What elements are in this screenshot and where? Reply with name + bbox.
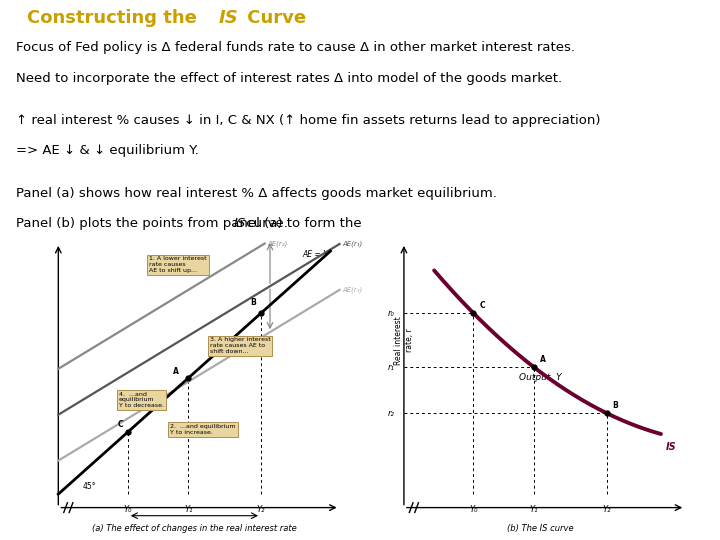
Text: Panel (b) plots the points from panel (a) to form the: Panel (b) plots the points from panel (a… <box>16 218 366 231</box>
Text: Panel (a) shows how real interest % Δ affects goods market equilibrium.: Panel (a) shows how real interest % Δ af… <box>16 187 497 200</box>
Text: 4.  ...and
equilibrium
Y to decrease.: 4. ...and equilibrium Y to decrease. <box>119 392 163 408</box>
Text: (b) The IS curve: (b) The IS curve <box>507 524 573 533</box>
Text: B: B <box>251 298 256 307</box>
Text: ↑ real interest % causes ↓ in I, C & NX (↑ home fin assets returns lead to appre: ↑ real interest % causes ↓ in I, C & NX … <box>16 114 600 127</box>
Text: curve.: curve. <box>242 218 287 231</box>
Text: A: A <box>540 355 546 364</box>
Text: Output, Y: Output, Y <box>518 373 562 382</box>
Text: Real interest
rate, r: Real interest rate, r <box>395 316 413 364</box>
Text: 3. A higher interest
rate causes AE to
shift down...: 3. A higher interest rate causes AE to s… <box>210 338 270 354</box>
Text: 1. A lower interest
rate causes
AE to shift up...: 1. A lower interest rate causes AE to sh… <box>149 256 207 273</box>
Text: A: A <box>174 367 179 376</box>
Text: r₀: r₀ <box>388 309 395 318</box>
Text: Y₁: Y₁ <box>184 505 193 514</box>
Text: Y₀: Y₀ <box>469 505 478 514</box>
Text: IS: IS <box>665 442 676 452</box>
Text: Need to incorporate the effect of interest rates Δ into model of the goods marke: Need to incorporate the effect of intere… <box>16 72 562 85</box>
Text: Y₀: Y₀ <box>124 505 132 514</box>
Text: Focus of Fed policy is Δ federal funds rate to cause Δ in other market interest : Focus of Fed policy is Δ federal funds r… <box>16 41 575 54</box>
Text: (a) The effect of changes in the real interest rate: (a) The effect of changes in the real in… <box>92 524 297 533</box>
Text: => AE ↓ & ↓ equilibrium Y.: => AE ↓ & ↓ equilibrium Y. <box>16 145 199 158</box>
Text: r₂: r₂ <box>388 409 395 417</box>
Text: AE(r₁): AE(r₁) <box>342 241 362 247</box>
Text: C: C <box>480 301 485 310</box>
Text: IS: IS <box>218 9 238 26</box>
Text: AE = Y: AE = Y <box>302 250 328 259</box>
Text: C: C <box>117 420 123 429</box>
Text: AE(r₃): AE(r₃) <box>342 287 362 293</box>
Text: r₁: r₁ <box>388 363 395 372</box>
Text: Constructing the: Constructing the <box>27 9 204 26</box>
Text: 2.  ...and equilibrium
Y to increase.: 2. ...and equilibrium Y to increase. <box>170 424 235 435</box>
Text: Curve: Curve <box>241 9 306 26</box>
Text: B: B <box>613 401 618 410</box>
Text: Y₂: Y₂ <box>602 505 611 514</box>
Text: 45°: 45° <box>83 482 96 491</box>
Text: Y₂: Y₂ <box>256 505 265 514</box>
Text: IS: IS <box>233 218 246 231</box>
Text: Y₁: Y₁ <box>530 505 539 514</box>
Text: AE(r₂): AE(r₂) <box>267 240 287 247</box>
